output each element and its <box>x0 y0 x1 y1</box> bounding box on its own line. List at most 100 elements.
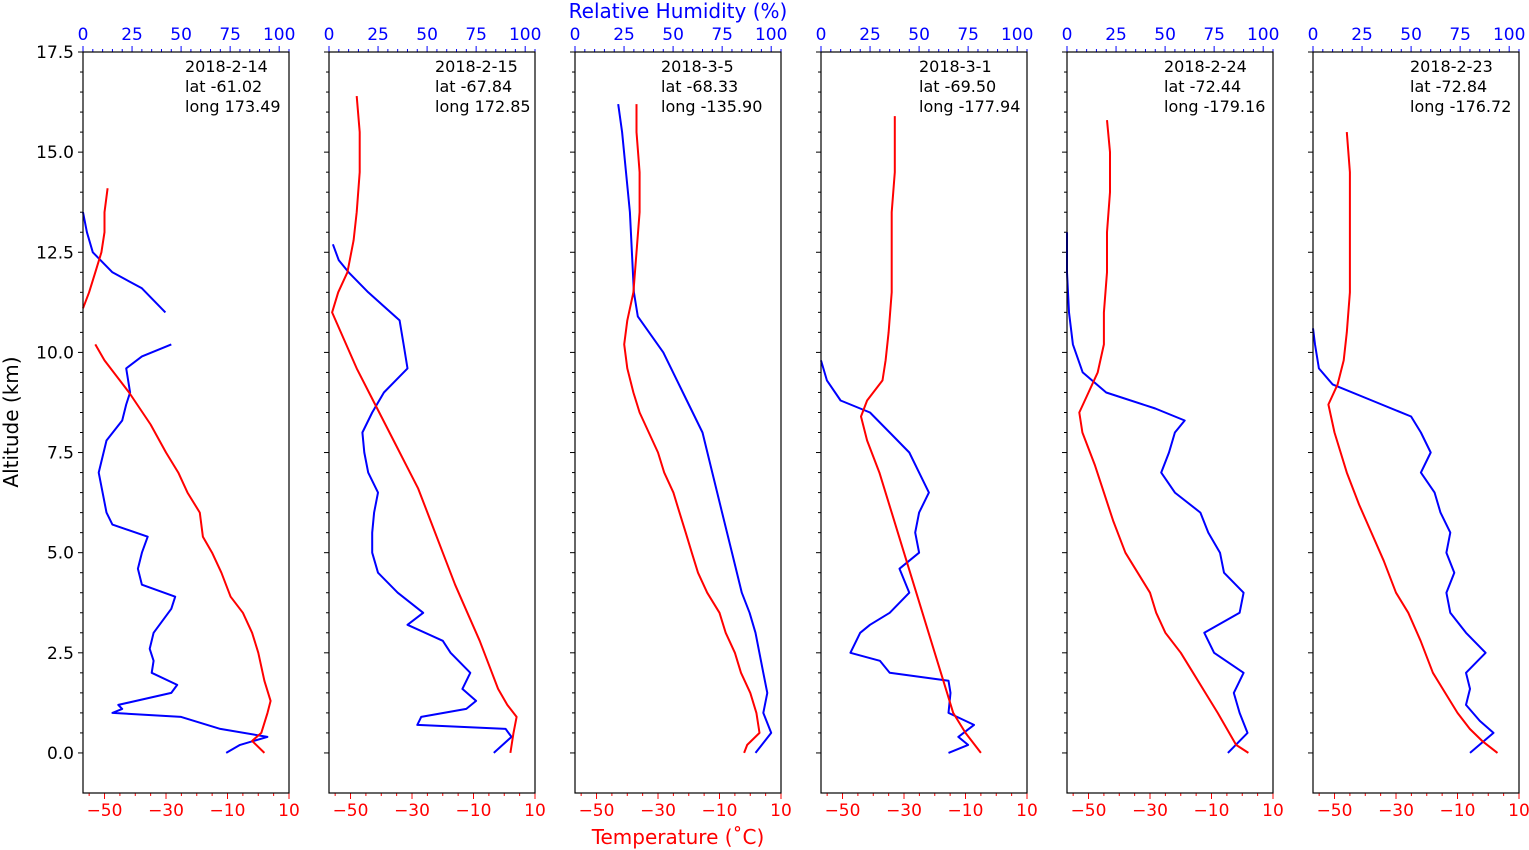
rh-tick-label: 0 <box>570 25 581 45</box>
y-tick-label: 7.5 <box>47 444 74 464</box>
rh-tick-label: 25 <box>121 25 143 45</box>
panel-frame <box>328 51 536 794</box>
panel-lat: lat -67.84 <box>435 77 512 96</box>
rh-tick-label: 75 <box>465 25 487 45</box>
rh-tick-label: 75 <box>1203 25 1225 45</box>
temp-tick-label: −10 <box>456 801 492 821</box>
temp-tick-label: 10 <box>524 801 546 821</box>
y-tick-label: 0.0 <box>47 744 74 764</box>
temp-tick-label: −10 <box>1440 801 1476 821</box>
humidity-line <box>617 103 773 754</box>
panel-date: 2018-2-15 <box>435 57 518 76</box>
rh-tick-label: 50 <box>1400 25 1422 45</box>
panels-group: 0.02.55.07.510.012.515.017.5−50 −30 −10 100… <box>36 25 1529 821</box>
temp-tick-label: −50 <box>87 801 123 821</box>
altitude-axis-title: Altitude (km) <box>0 356 23 487</box>
panel-long: long -176.72 <box>1410 97 1511 116</box>
rh-tick-label: 0 <box>324 25 335 45</box>
panel-lat: lat -69.50 <box>919 77 996 96</box>
y-tick-label: 5.0 <box>47 544 74 564</box>
rh-tick-label: 0 <box>1308 25 1319 45</box>
humidity-line <box>820 360 975 754</box>
temperature-line <box>82 188 272 754</box>
panel-frame <box>574 51 782 794</box>
temperature-line <box>623 104 761 754</box>
panel-frame <box>82 51 290 794</box>
rh-tick-label: 100 <box>1493 25 1525 45</box>
rh-tick-label: 50 <box>908 25 930 45</box>
temperature-line <box>331 96 518 754</box>
panel-1: 0.02.55.07.510.012.515.017.5−50 −30 −10 100… <box>36 25 300 821</box>
rh-tick-label: 100 <box>509 25 541 45</box>
panel-date: 2018-2-14 <box>185 57 268 76</box>
panel-lat: lat -72.84 <box>1410 77 1487 96</box>
temp-tick-label: −30 <box>640 801 676 821</box>
rh-tick-label: 75 <box>1449 25 1471 45</box>
temp-tick-label: −30 <box>1132 801 1168 821</box>
temp-tick-label: −50 <box>825 801 861 821</box>
rh-tick-label: 100 <box>1001 25 1033 45</box>
rh-tick-label: 0 <box>1062 25 1073 45</box>
y-tick-label: 2.5 <box>47 644 74 664</box>
humidity-axis-title: Relative Humidity (%) <box>569 0 788 23</box>
panel-date: 2018-3-1 <box>919 57 992 76</box>
temp-tick-label: 10 <box>1016 801 1038 821</box>
panel-long: long -179.16 <box>1164 97 1265 116</box>
temp-tick-label: −50 <box>1071 801 1107 821</box>
rh-tick-label: 25 <box>613 25 635 45</box>
rh-tick-label: 50 <box>662 25 684 45</box>
rh-tick-label: 50 <box>170 25 192 45</box>
temp-tick-label: −10 <box>702 801 738 821</box>
panel-long: long 173.49 <box>185 97 281 116</box>
temp-tick-label: −50 <box>579 801 615 821</box>
temp-tick-label: −30 <box>394 801 430 821</box>
y-tick-label: 15.0 <box>36 143 74 163</box>
y-tick-label: 10.0 <box>36 343 74 363</box>
rh-tick-label: 0 <box>816 25 827 45</box>
temp-tick-label: −10 <box>1194 801 1230 821</box>
panel-long: long -135.90 <box>661 97 762 116</box>
temp-tick-label: −30 <box>886 801 922 821</box>
panel-date: 2018-2-23 <box>1410 57 1493 76</box>
temp-tick-label: −50 <box>333 801 369 821</box>
panel-lat: lat -68.33 <box>661 77 738 96</box>
panel-date: 2018-2-24 <box>1164 57 1247 76</box>
rh-tick-label: 75 <box>711 25 733 45</box>
temperature-axis-title: Temperature (˚C) <box>591 825 765 849</box>
temp-tick-label: −50 <box>1317 801 1353 821</box>
rh-tick-label: 50 <box>416 25 438 45</box>
temp-tick-label: −10 <box>948 801 984 821</box>
panel-lat: lat -72.44 <box>1164 77 1241 96</box>
temperature-line <box>1327 132 1499 754</box>
temp-tick-label: 10 <box>1262 801 1284 821</box>
humidity-line <box>1312 328 1495 754</box>
rh-tick-label: 100 <box>1247 25 1279 45</box>
y-tick-label: 12.5 <box>36 243 74 263</box>
rh-tick-label: 0 <box>78 25 89 45</box>
rh-tick-label: 25 <box>1105 25 1127 45</box>
humidity-line <box>331 243 513 754</box>
rh-tick-label: 25 <box>1351 25 1373 45</box>
panel-frame <box>1066 51 1274 794</box>
panel-frame <box>1312 51 1520 794</box>
temp-tick-label: −10 <box>210 801 246 821</box>
temp-tick-label: −30 <box>148 801 184 821</box>
panel-frame <box>820 51 1028 794</box>
humidity-line <box>82 212 269 754</box>
temperature-line <box>860 116 982 754</box>
humidity-line <box>1066 232 1249 754</box>
rh-tick-label: 75 <box>219 25 241 45</box>
rh-tick-label: 50 <box>1154 25 1176 45</box>
temperature-line <box>1078 120 1249 754</box>
temp-tick-label: 10 <box>770 801 792 821</box>
rh-tick-label: 100 <box>755 25 787 45</box>
panel-long: long 172.85 <box>435 97 531 116</box>
panel-date: 2018-3-5 <box>661 57 734 76</box>
rh-tick-label: 25 <box>367 25 389 45</box>
rh-tick-label: 25 <box>859 25 881 45</box>
